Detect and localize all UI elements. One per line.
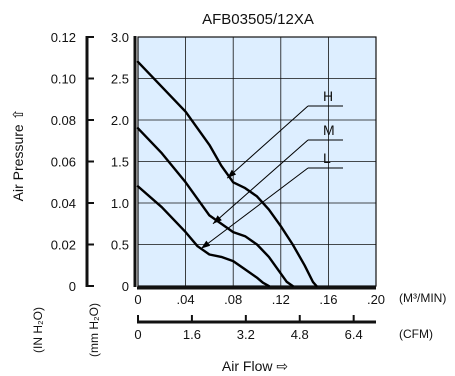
y-mm-tick-label: 2.0	[111, 113, 129, 128]
y-axis-mm-ticks: 0 0.5 1.0 1.5 2.0 2.5 3.0	[111, 30, 129, 294]
curve-labels: H ML	[200, 88, 343, 250]
grid-lines	[138, 37, 376, 286]
y-mm-tick-label: 1.5	[111, 155, 129, 170]
y-mm-tick-label: 0	[122, 279, 129, 294]
x-m3-tick-label: .12	[272, 292, 290, 307]
x-axis-title: Air Flow ⇨	[222, 358, 288, 374]
x-axis-cfm-ticks: 0 1.6 3.2 4.8 6.4	[134, 315, 363, 342]
y-mm-unit-label: (mm H₂O)	[87, 303, 101, 357]
y-in-unit-label: (IN H₂O)	[31, 307, 45, 353]
y-in-tick-label: 0.02	[51, 238, 76, 253]
callout-m-arrowhead	[212, 215, 222, 224]
curve-l	[136, 185, 271, 288]
curve-h	[136, 60, 318, 288]
y-mm-tick-label: 1.0	[111, 196, 129, 211]
x-m3-tick-label: 0	[134, 292, 141, 307]
callout-l-leader	[200, 167, 309, 250]
callout-h-leader	[226, 105, 309, 179]
curve-label-m: M	[323, 122, 335, 138]
fan-curves	[136, 60, 318, 288]
y-in-tick-label: 0	[69, 279, 76, 294]
y-in-tick-label: 0.10	[51, 72, 76, 87]
x-cfm-tick-label: 1.6	[183, 327, 201, 342]
x-m3-tick-label: .08	[224, 292, 242, 307]
curve-label-l: L	[323, 150, 331, 166]
x-cfm-tick-label: 6.4	[345, 327, 363, 342]
x-cfm-tick-label: 0	[134, 327, 141, 342]
y-in-tick-label: 0.08	[51, 113, 76, 128]
x-cfm-tick-label: 3.2	[237, 327, 255, 342]
y-in-tick-label: 0.12	[51, 30, 76, 45]
x-cfm-tick-label: 4.8	[291, 327, 309, 342]
curve-label-h: H	[323, 88, 333, 104]
x-m3-unit-label: (M³/MIN)	[399, 291, 446, 305]
y-mm-tick-label: 2.5	[111, 72, 129, 87]
chart-title: AFB03505/12XA	[202, 11, 314, 28]
curve-m	[136, 127, 294, 288]
y-axis-title: Air Pressure ⇧	[10, 109, 26, 202]
y-mm-tick-label: 3.0	[111, 30, 129, 45]
x-m3-tick-label: .20	[367, 292, 385, 307]
x-cfm-unit-label: (CFM)	[399, 327, 433, 341]
y-in-tick-label: 0.04	[51, 196, 76, 211]
x-m3-tick-label: .04	[177, 292, 195, 307]
y-mm-tick-label: 0.5	[111, 238, 129, 253]
callout-m-leader	[212, 139, 309, 225]
x-axis-m3-ticks: 0 .04 .08 .12 .16 .20	[134, 292, 385, 307]
callout-l-arrowhead	[201, 240, 211, 249]
callout-h-arrowhead	[227, 169, 237, 179]
x-m3-tick-label: .16	[319, 292, 337, 307]
y-axis-inch-ticks: 0 0.02 0.04 0.06 0.08 0.10 0.12	[51, 30, 94, 294]
y-in-tick-label: 0.06	[51, 155, 76, 170]
